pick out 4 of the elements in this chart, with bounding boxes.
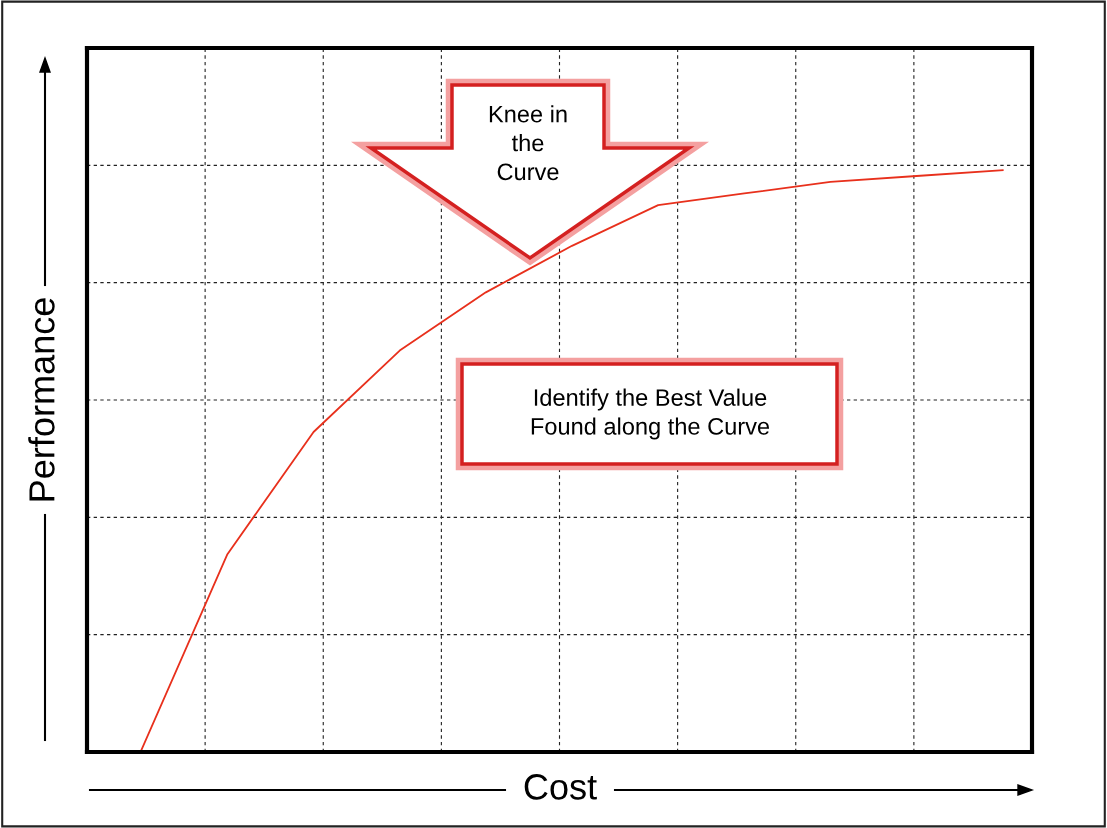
x-axis-title: Cost — [524, 774, 597, 800]
annotation: Knee in the Curve — [489, 105, 567, 181]
annotation: Identify the Best Value Found along the Curve — [531, 388, 770, 440]
y-axis-title: Performance — [28, 298, 55, 501]
